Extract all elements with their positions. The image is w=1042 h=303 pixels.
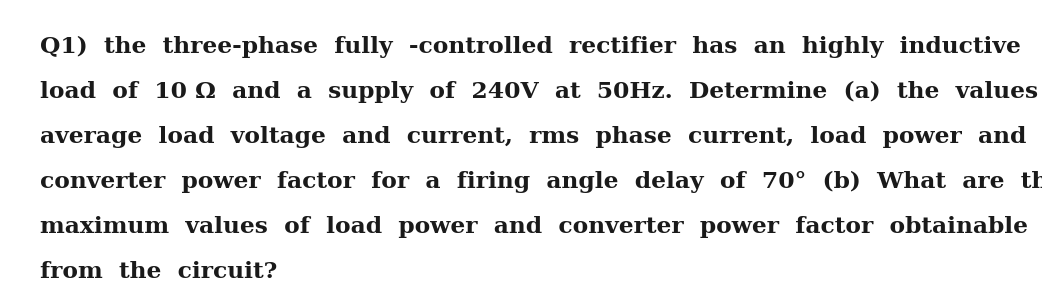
Text: from  the  circuit?: from the circuit?	[40, 261, 277, 283]
Text: maximum  values  of  load  power  and  converter  power  factor  obtainable: maximum values of load power and convert…	[40, 216, 1027, 238]
Text: converter  power  factor  for  a  firing  angle  delay  of  70°  (b)  What  are : converter power factor for a firing angl…	[40, 171, 1042, 193]
Text: load  of  10 Ω  and  a  supply  of  240V  at  50Hz.  Determine  (a)  the  values: load of 10 Ω and a supply of 240V at 50H…	[40, 81, 1042, 103]
Text: average  load  voltage  and  current,  rms  phase  current,  load  power  and: average load voltage and current, rms ph…	[40, 126, 1026, 148]
Text: Q1)  the  three-phase  fully  -controlled  rectifier  has  an  highly  inductive: Q1) the three-phase fully -controlled re…	[40, 36, 1020, 58]
